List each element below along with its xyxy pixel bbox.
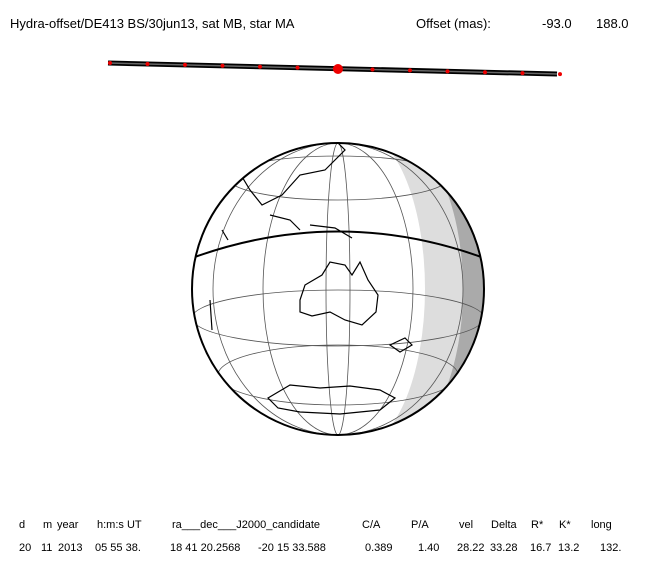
- column-header: R*: [531, 519, 544, 531]
- cell: 20: [19, 542, 31, 554]
- column-header: ra___dec___J2000_candidate: [172, 519, 320, 531]
- cell: 1.40: [418, 542, 439, 554]
- title: Hydra-offset/DE413 BS/30jun13, sat MB, s…: [10, 16, 295, 31]
- cell: 33.28: [490, 542, 518, 554]
- cell: 13.2: [558, 542, 579, 554]
- column-header: m: [43, 519, 52, 531]
- cell: 0.389: [365, 542, 393, 554]
- column-header: C/A: [362, 519, 381, 531]
- column-header: long: [591, 519, 612, 531]
- cell: 18 41 20.2568: [170, 542, 240, 554]
- column-header: P/A: [411, 519, 429, 531]
- globe-limb: [191, 142, 485, 436]
- cell: -20 15 33.588: [258, 542, 326, 554]
- column-header: year: [57, 519, 79, 531]
- offset-label: Offset (mas):: [416, 16, 491, 31]
- offset-x: -93.0: [542, 16, 572, 31]
- globe: [192, 143, 484, 435]
- column-header: Delta: [491, 519, 518, 531]
- offset-y: 188.0: [596, 16, 629, 31]
- cell: 05 55 38.: [95, 542, 141, 554]
- column-header: vel: [459, 519, 473, 531]
- data-table: d m year h:m:s UT ra___dec___J2000_candidate…: [19, 519, 621, 554]
- cell: 2013: [58, 542, 82, 554]
- cell: 16.7: [530, 542, 551, 554]
- cell: 132.: [600, 542, 621, 554]
- shadow-track: [107, 60, 562, 77]
- column-header: K*: [559, 519, 571, 531]
- column-header: d: [19, 519, 25, 531]
- cell: 11: [41, 542, 52, 554]
- column-header: h:m:s UT: [97, 519, 142, 531]
- cell: 28.22: [457, 542, 485, 554]
